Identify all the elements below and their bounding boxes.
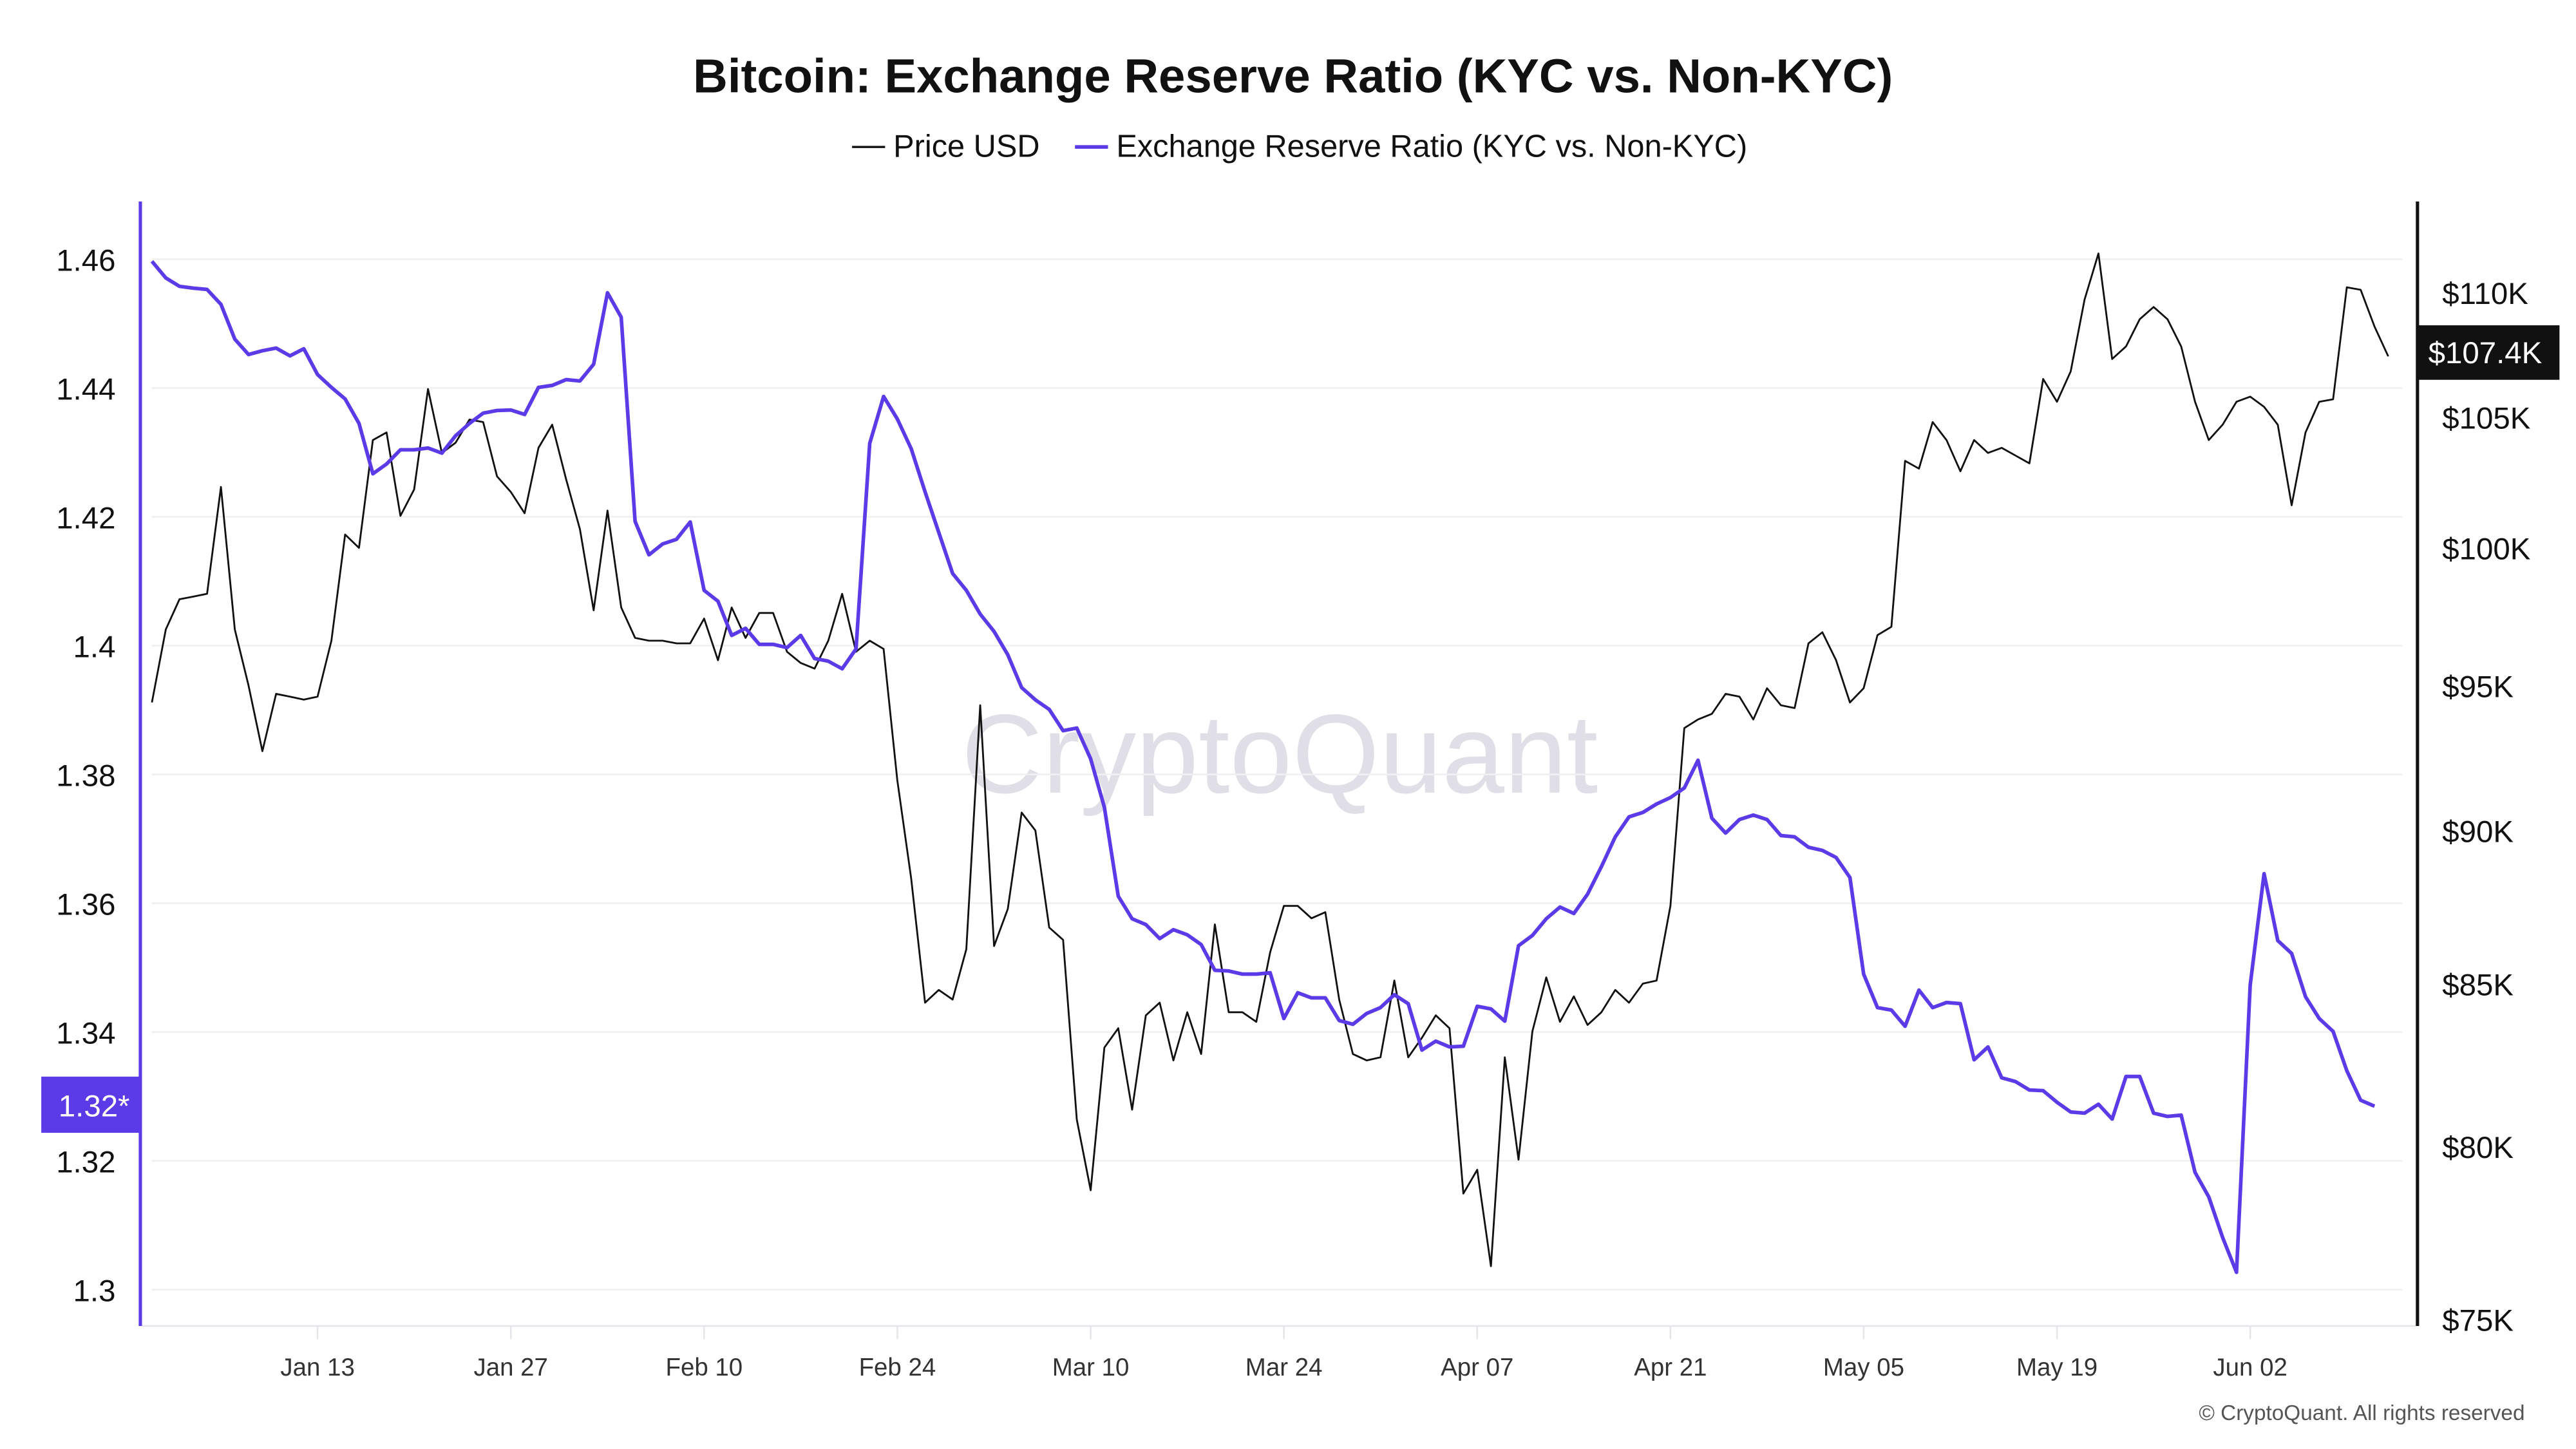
right-tick-label: $85K [2442,968,2514,1002]
right-tick-label: $110K [2442,277,2528,311]
right-tick-label: $100K [2442,533,2530,567]
x-tick-label: Feb 10 [665,1354,743,1381]
x-axis: Jan 13 Jan 27 Feb 10 Feb 24 Mar 10 Mar 24 Apr … [142,1325,2416,1381]
x-tick-label: Mar 24 [1245,1354,1323,1381]
right-tick-label: $105K [2442,402,2530,436]
gridlines [151,258,2403,1291]
series-group [150,252,2389,1274]
left-tick-label: 1.42 [56,502,115,536]
x-tick-label: Mar 10 [1052,1354,1130,1381]
current-price-label: $107.4K [2429,336,2543,370]
legend: Price USD Exchange Reserve Ratio (KYC vs… [852,129,1747,164]
legend-label-price[interactable]: Price USD [893,129,1039,164]
right-axis: $110K $105K $100K $95K $90K $85K $80K $75K [2442,277,2530,1338]
current-ratio-badge: 1.32* [41,1076,140,1133]
left-tick-label: 1.36 [56,888,115,922]
x-tick-label: Apr 21 [1634,1354,1707,1381]
x-tick-label: May 19 [2016,1354,2098,1381]
left-tick-label: 1.4 [73,630,116,665]
exchange-reserve-ratio-line [150,260,2376,1274]
right-tick-label: $80K [2442,1131,2514,1165]
left-tick-label: 1.34 [56,1017,115,1051]
current-price-badge: $107.4K [2417,325,2560,380]
left-tick-label: 1.38 [56,759,115,793]
x-tick-label: May 05 [1823,1354,1904,1381]
right-tick-label: $95K [2442,670,2514,704]
left-tick-label: 1.44 [56,373,115,407]
watermark: CryptoQuant [961,691,1598,817]
x-tick-label: Jun 02 [2213,1354,2287,1381]
current-ratio-label: 1.32* [59,1089,130,1123]
left-axis: 1.46 1.44 1.42 1.4 1.38 1.36 1.34 1.32 1.3 [56,244,115,1309]
x-tick-label: Apr 07 [1441,1354,1513,1381]
legend-label-ratio[interactable]: Exchange Reserve Ratio (KYC vs. Non-KYC) [1116,129,1747,164]
left-tick-label: 1.32 [56,1146,115,1180]
x-tick-label: Feb 24 [859,1354,936,1381]
left-tick-label: 1.3 [73,1274,116,1309]
chart-title: Bitcoin: Exchange Reserve Ratio (KYC vs.… [693,50,1893,103]
x-tick-label: Jan 27 [473,1354,547,1381]
copyright: © CryptoQuant. All rights reserved [2199,1401,2524,1425]
price-usd-line [151,252,2389,1267]
left-tick-label: 1.46 [56,244,115,278]
right-tick-label: $75K [2442,1304,2514,1338]
right-tick-label: $90K [2442,815,2514,849]
x-tick-label: Jan 13 [280,1354,354,1381]
